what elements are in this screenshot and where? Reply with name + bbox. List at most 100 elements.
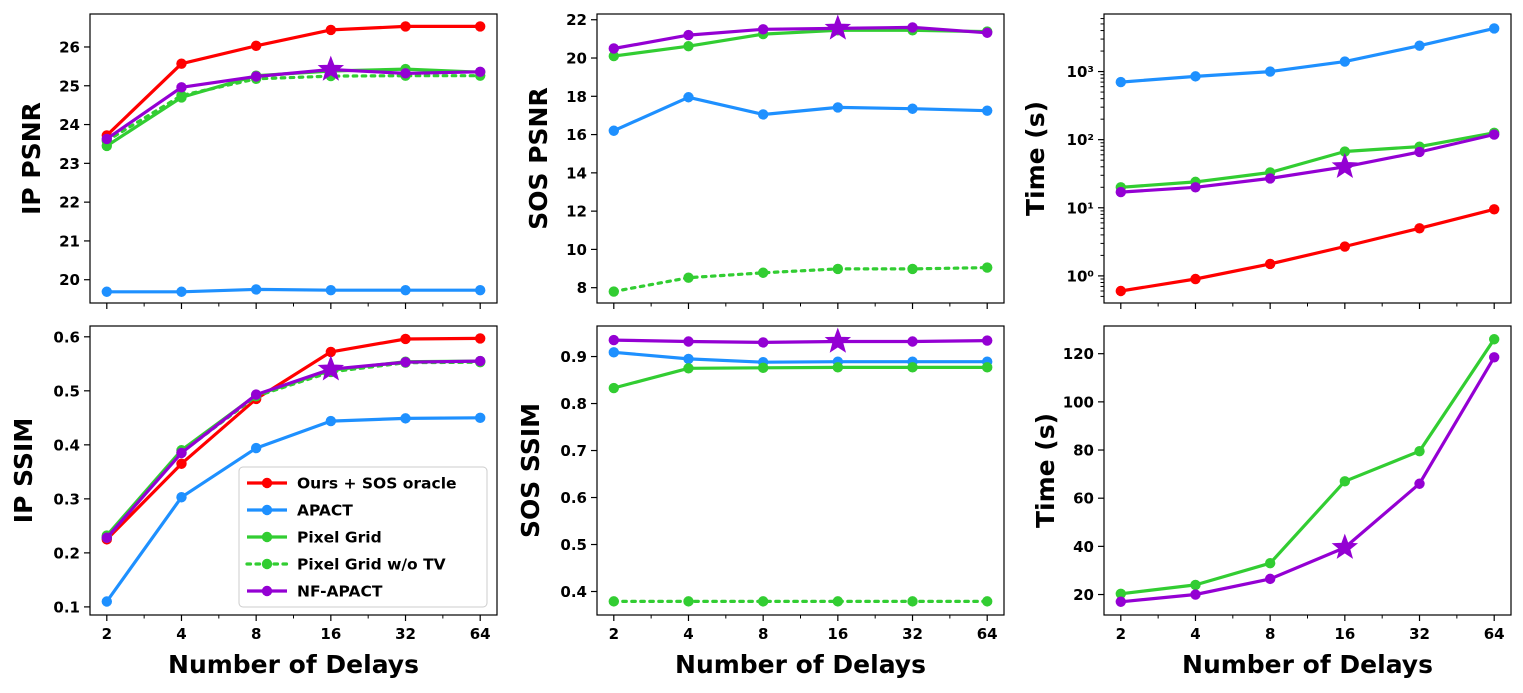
- x-tick-label: 4: [176, 625, 186, 643]
- legend-marker-ours: [261, 477, 273, 489]
- y-tick-label: 18: [566, 88, 587, 106]
- legend-label-nf_apact: NF-APACT: [297, 583, 383, 601]
- data-point: [683, 596, 694, 607]
- y-tick-label: 20: [1073, 586, 1094, 604]
- series-ours: [101, 21, 486, 141]
- data-point: [1339, 56, 1351, 67]
- legend-box: [238, 466, 488, 608]
- data-point: [176, 90, 187, 101]
- y-tick-label: 10²: [1067, 131, 1094, 149]
- data-point: [1339, 146, 1351, 157]
- x-tick-label: 64: [470, 625, 491, 643]
- series-line: [613, 28, 988, 58]
- y-tick-label: 0.8: [560, 395, 587, 413]
- data-point: [1115, 76, 1127, 88]
- y-axis-label: SOS PSNR: [524, 87, 553, 229]
- x-tick-label: 32: [902, 625, 923, 643]
- y-tick-label: 0.6: [560, 489, 587, 507]
- y-tick-label: 0.6: [53, 328, 80, 346]
- data-point: [757, 24, 769, 35]
- series-line: [105, 67, 481, 141]
- y-tick-label: 0.5: [560, 536, 587, 554]
- data-point: [1414, 146, 1425, 158]
- data-point: [325, 415, 337, 427]
- star-marker: [824, 14, 852, 40]
- data-point: [907, 336, 918, 347]
- series-nf_apact: [608, 14, 993, 54]
- y-tick-label: 0.9: [560, 348, 587, 366]
- x-tick-label: 8: [1265, 625, 1275, 643]
- y-tick-label: 25: [59, 77, 80, 95]
- data-point: [400, 284, 411, 296]
- series-line: [1120, 131, 1495, 189]
- y-axis-label: SOS SSIM: [516, 403, 545, 538]
- x-tick-label: 8: [758, 625, 768, 643]
- series-line: [105, 74, 482, 143]
- y-tick-label: 8: [577, 279, 587, 297]
- data-point: [1488, 334, 1500, 345]
- data-point: [250, 284, 262, 295]
- axes-frame: [1103, 325, 1512, 616]
- legend-marker-pixel_grid_no_tv: [261, 558, 273, 570]
- y-tick-label: 100: [1063, 393, 1094, 411]
- chart-panel-time-linear: 2 4 8 16 32 64 20 40 60 80 100 120 Time (s) Number of…: [1031, 325, 1512, 679]
- data-point: [907, 103, 918, 114]
- axes-frame: [596, 13, 1005, 304]
- data-point: [1264, 173, 1276, 184]
- data-point: [250, 442, 262, 454]
- y-tick-label: 120: [1063, 345, 1094, 363]
- data-point: [1115, 186, 1127, 198]
- y-tick-label: 0.3: [53, 490, 80, 508]
- data-point: [683, 336, 694, 347]
- x-tick-label: 32: [1409, 625, 1430, 643]
- data-point: [1414, 40, 1425, 51]
- data-point: [1190, 589, 1201, 600]
- y-tick-label: 0.2: [53, 544, 80, 562]
- data-point: [1264, 258, 1276, 270]
- data-point: [474, 284, 486, 296]
- data-point: [757, 596, 769, 607]
- data-point: [176, 82, 187, 93]
- data-point: [757, 267, 769, 278]
- chart-panel-ip-ssim: 2 4 8 16 32 64 0.1 0.2 0.3 0.4 0.5 0.6 IP SSIM Number…: [9, 325, 498, 679]
- y-tick-label: 10: [566, 241, 587, 259]
- data-point: [325, 284, 337, 296]
- data-point: [608, 334, 620, 346]
- x-tick-label: 4: [683, 625, 693, 643]
- y-tick-label: 20: [59, 271, 80, 289]
- data-point: [1190, 273, 1201, 285]
- data-point: [101, 532, 113, 543]
- y-axis-label: IP PSNR: [17, 102, 46, 215]
- chart-panel-ip-psnr: 20 21 22 23 24 25 26 IP PSNR: [17, 13, 498, 309]
- data-point: [832, 263, 844, 275]
- star-marker: [317, 55, 345, 81]
- data-point: [1339, 476, 1351, 487]
- star-marker: [824, 327, 852, 353]
- data-point: [1414, 223, 1425, 234]
- series-line: [1120, 207, 1495, 293]
- star-marker: [1331, 533, 1359, 559]
- y-tick-label: 0.4: [560, 583, 587, 601]
- data-point: [981, 596, 993, 607]
- data-point: [683, 29, 694, 41]
- star-marker: [317, 355, 345, 381]
- x-axis-label: Number of Delays: [675, 650, 926, 679]
- data-point: [250, 389, 262, 400]
- data-point: [757, 337, 769, 348]
- data-point: [608, 382, 620, 394]
- legend-marker-apact: [261, 504, 273, 516]
- data-point: [176, 458, 187, 469]
- series-nf_apact: [608, 327, 993, 353]
- x-tick-label: 4: [1190, 625, 1200, 643]
- data-point: [1488, 204, 1500, 215]
- series-nf_apact: [1115, 352, 1500, 607]
- series-line: [1120, 356, 1496, 604]
- series-line: [105, 24, 481, 137]
- y-tick-label: 10¹: [1067, 199, 1094, 217]
- x-tick-label: 8: [251, 625, 261, 643]
- y-tick-label: 0.4: [53, 436, 80, 454]
- data-point: [1115, 285, 1127, 297]
- series-line: [1120, 338, 1496, 596]
- x-tick-label: 2: [609, 625, 619, 643]
- series-line: [613, 350, 988, 364]
